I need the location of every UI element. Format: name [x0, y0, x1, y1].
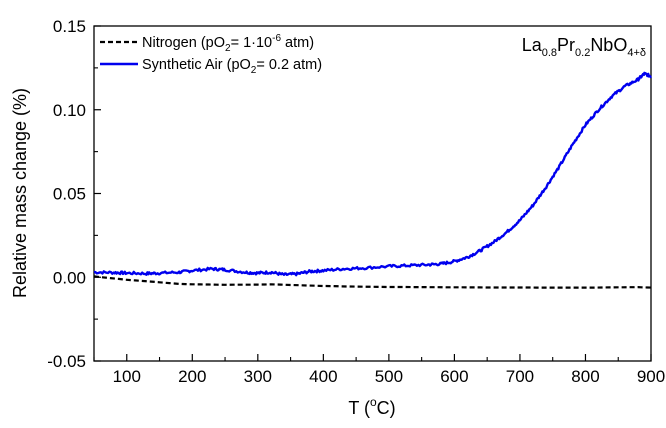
series-line-nitrogen [93, 275, 652, 289]
compound-formula: La0.8Pr0.2NbO4+δ [522, 35, 646, 59]
x-tick-label-400: 400 [309, 367, 337, 386]
x-tick-label-900: 900 [637, 367, 665, 386]
x-tick-label-200: 200 [178, 367, 206, 386]
x-axis-title: T (oC) [348, 395, 395, 418]
legend-label-nitrogen: Nitrogen (pO2= 1·10-6 atm) [142, 33, 314, 54]
legend: Nitrogen (pO2= 1·10-6 atm) Synthetic Air… [100, 33, 322, 76]
y-tick-label-1: 0.00 [53, 268, 86, 287]
x-tick-label-700: 700 [506, 367, 534, 386]
x-tick-label-800: 800 [571, 367, 599, 386]
y-tick-label-3: 0.10 [53, 101, 86, 120]
tick-labels: 100 200 300 400 500 600 700 800 900 -0.05 0.00 0.05… [47, 17, 665, 386]
y-tick-label-4: 0.15 [53, 17, 86, 36]
x-tick-label-100: 100 [113, 367, 141, 386]
series-layer [93, 71, 652, 289]
legend-label-synthetic-air: Synthetic Air (pO2= 0.2 atm) [142, 57, 322, 76]
y-tick-label-0: -0.05 [47, 352, 86, 371]
axis-ticks [93, 25, 652, 362]
series-line-synthetic-air [93, 71, 652, 277]
y-axis-title: Relative mass change (%) [10, 88, 30, 298]
y-tick-label-2: 0.05 [53, 185, 86, 204]
x-tick-label-500: 500 [375, 367, 403, 386]
x-tick-label-300: 300 [244, 367, 272, 386]
plot-frame [93, 25, 652, 362]
x-tick-label-600: 600 [440, 367, 468, 386]
